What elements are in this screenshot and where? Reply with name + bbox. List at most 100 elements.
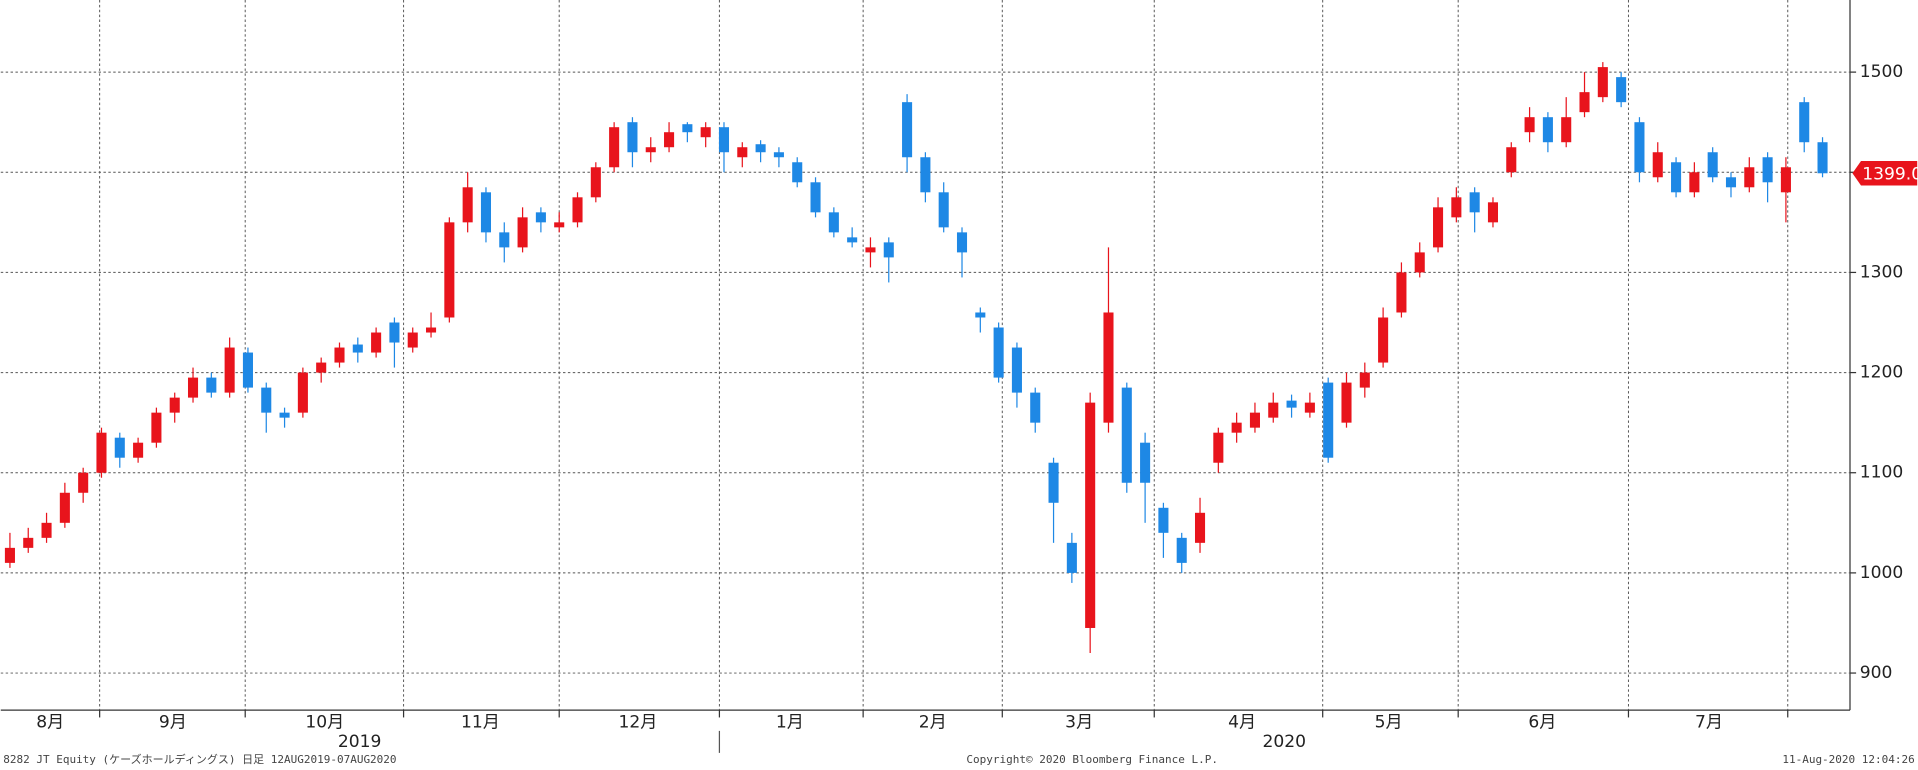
y-tick-label: 1500 (1860, 62, 1904, 82)
candle-body (1213, 432, 1224, 463)
year-label: 2020 (1262, 732, 1306, 752)
month-label: 1月 (776, 712, 804, 732)
candle-body (1396, 272, 1407, 313)
footer-right: 11-Aug-2020 12:04:26 (1782, 753, 1914, 766)
candle-body (1194, 512, 1206, 543)
candle-body (187, 377, 199, 398)
candle-body (4, 547, 15, 563)
candle-body (1780, 167, 1791, 193)
candle-body (1378, 317, 1389, 363)
candle-body (334, 347, 345, 363)
candle-body (426, 327, 437, 333)
month-label: 7月 (1695, 712, 1723, 732)
candle-body (389, 322, 400, 343)
candle-body (499, 232, 510, 248)
candle-body (682, 124, 693, 133)
candle-body (1140, 442, 1151, 483)
candle-body (773, 152, 784, 158)
candle-body (975, 312, 986, 318)
y-tick-label: 1200 (1860, 363, 1904, 383)
candle-body (480, 192, 492, 233)
candle-body (41, 522, 52, 538)
footer-left: 8282 JT Equity (ケーズホールディングス) 日足 12AUG201… (3, 752, 396, 766)
candle-body (279, 412, 290, 418)
candle-body (1579, 92, 1590, 113)
candle-body (242, 352, 253, 388)
candle-body (1030, 392, 1041, 423)
candle-body (1011, 347, 1022, 393)
month-label: 10月 (305, 712, 344, 732)
candle-body (737, 147, 748, 158)
candle-body (938, 192, 949, 228)
candle-body (883, 242, 894, 258)
candle-body (1048, 462, 1059, 503)
candle-body (1286, 400, 1297, 408)
candle-body (1359, 372, 1370, 388)
candle-body (1799, 102, 1810, 143)
candle-body (206, 377, 217, 393)
candle-body (718, 127, 730, 153)
month-label: 8月 (36, 712, 64, 732)
candle-body (1304, 402, 1315, 413)
y-tick-label: 900 (1860, 663, 1893, 683)
candle-body (352, 344, 363, 353)
candle-body (78, 472, 89, 493)
candle-body (1323, 382, 1334, 458)
candle-body (1469, 192, 1480, 213)
candle-body (535, 212, 546, 223)
candle-body (1176, 537, 1187, 563)
candle-body (1561, 117, 1572, 143)
candle-body (517, 217, 528, 248)
candle-body (1231, 422, 1242, 433)
candle-body (1085, 402, 1096, 628)
candle-body (407, 332, 418, 348)
candle-body (1524, 117, 1535, 133)
candle-body (664, 132, 675, 148)
candle-body (444, 222, 455, 318)
candle-body (1597, 67, 1608, 98)
year-label: 2019 (338, 732, 382, 752)
candle-body (1066, 542, 1077, 573)
candle-body (1249, 412, 1260, 428)
candle-body (1616, 77, 1627, 103)
candle-body (1121, 387, 1132, 483)
candle-body (828, 212, 839, 233)
candle-body (554, 222, 565, 228)
candle-body (1542, 117, 1553, 143)
y-tick-label: 1000 (1860, 563, 1904, 583)
candle-body (1689, 172, 1700, 193)
y-tick-label: 1300 (1860, 262, 1904, 282)
candle-body (1652, 152, 1663, 178)
candle-body (755, 144, 766, 153)
candle-body (847, 237, 858, 243)
candle-body (792, 162, 803, 183)
candle-body (224, 347, 235, 393)
footer-center: Copyright© 2020 Bloomberg Finance L.P. (966, 753, 1218, 766)
candle-body (700, 127, 711, 138)
month-label: 3月 (1065, 712, 1093, 732)
candle-body (151, 412, 162, 443)
month-label: 5月 (1375, 712, 1403, 732)
candle-body (316, 362, 327, 373)
candle-body (1341, 382, 1352, 423)
candle-body (371, 332, 382, 353)
candle-body (169, 397, 180, 413)
candle-body (645, 147, 656, 153)
candle-body (297, 372, 308, 413)
candle-body (114, 437, 125, 458)
candle-body (133, 442, 144, 458)
candle-body (1103, 312, 1114, 423)
candle-body (1817, 142, 1828, 174)
candle-body (590, 167, 601, 198)
candle-body (1671, 162, 1682, 193)
candle-body (1268, 402, 1279, 418)
candle-body (261, 387, 272, 413)
candle-body (1451, 197, 1462, 218)
candle-body (920, 157, 931, 193)
candle-body (609, 127, 620, 168)
candle-body (1725, 177, 1737, 188)
candle-body (810, 182, 821, 213)
candle-body (1506, 147, 1517, 173)
